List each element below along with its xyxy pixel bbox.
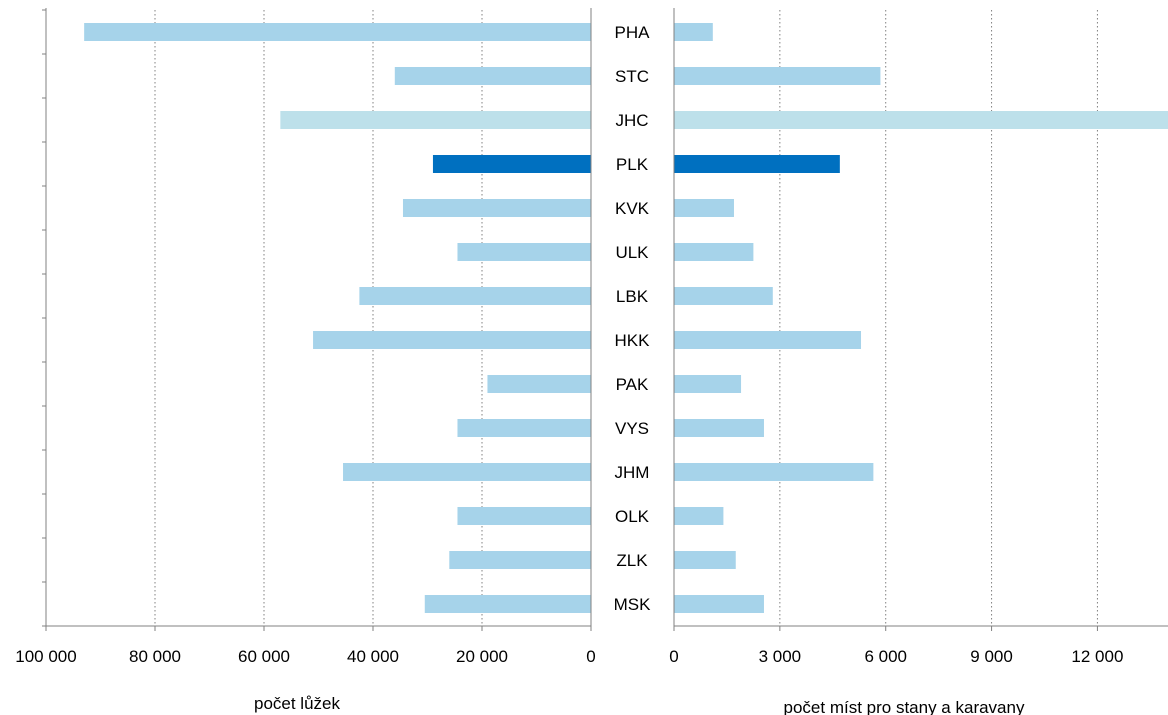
bars: [84, 23, 1168, 613]
category-label-zlk: ZLK: [616, 551, 648, 570]
category-label-pha: PHA: [615, 23, 651, 42]
left-tick-label-5: 0: [586, 647, 595, 666]
category-label-plk: PLK: [616, 155, 649, 174]
right-bar-olk: [674, 507, 724, 525]
category-label-hkk: HKK: [615, 331, 651, 350]
left-bar-lbk: [359, 287, 591, 305]
left-bar-jhm: [343, 463, 591, 481]
left-bar-ulk: [457, 243, 591, 261]
right-tick-label-3: 9 000: [970, 647, 1013, 666]
left-bar-pak: [487, 375, 591, 393]
right-tick-label-4: 12 000: [1071, 647, 1123, 666]
right-tick-label-2: 6 000: [864, 647, 907, 666]
category-label-jhc: JHC: [615, 111, 648, 130]
left-bar-plk: [432, 155, 591, 173]
category-label-olk: OLK: [615, 507, 650, 526]
category-label-pak: PAK: [616, 375, 649, 394]
left-tick-label-2: 60 000: [238, 647, 290, 666]
category-label-stc: STC: [615, 67, 649, 86]
left-bar-msk: [424, 595, 591, 613]
labels: PHA STC JHC PLK KVK ULK LBK HKK PAK VYS JHM OLK ZLK M…: [15, 23, 1123, 666]
category-label-msk: MSK: [614, 595, 652, 614]
category-label-lbk: LBK: [616, 287, 649, 306]
left-bar-jhc: [280, 111, 591, 129]
right-axis-title: počet míst pro stany a karavany: [784, 698, 1025, 715]
right-bar-plk: [674, 155, 840, 173]
left-bar-vys: [457, 419, 591, 437]
axes: [42, 8, 1168, 631]
right-tick-label-0: 0: [669, 647, 678, 666]
right-tick-label-1: 3 000: [759, 647, 802, 666]
left-axis-title: počet lůžek: [254, 694, 340, 713]
right-bar-jhm: [674, 463, 874, 481]
left-bar-stc: [394, 67, 591, 85]
left-bar-zlk: [449, 551, 591, 569]
right-bar-ulk: [674, 243, 754, 261]
right-bar-msk: [674, 595, 764, 613]
category-label-vys: VYS: [615, 419, 649, 438]
category-label-kvk: KVK: [615, 199, 650, 218]
left-bar-olk: [457, 507, 591, 525]
right-bar-hkk: [674, 331, 862, 349]
right-bar-stc: [674, 67, 881, 85]
gridlines: [45, 10, 1098, 626]
left-bar-hkk: [313, 331, 591, 349]
right-bar-pha: [674, 23, 713, 41]
left-bar-pha: [84, 23, 592, 41]
right-bar-lbk: [674, 287, 773, 305]
category-label-ulk: ULK: [615, 243, 649, 262]
category-label-jhm: JHM: [615, 463, 650, 482]
left-tick-label-0: 100 000: [15, 647, 76, 666]
right-bar-zlk: [674, 551, 736, 569]
right-bar-kvk: [674, 199, 734, 217]
left-bar-kvk: [402, 199, 591, 217]
right-bar-vys: [674, 419, 764, 437]
right-bar-pak: [674, 375, 742, 393]
left-tick-label-1: 80 000: [129, 647, 181, 666]
right-bar-jhc: [674, 111, 1168, 129]
left-tick-label-4: 20 000: [456, 647, 508, 666]
left-tick-label-3: 40 000: [347, 647, 399, 666]
